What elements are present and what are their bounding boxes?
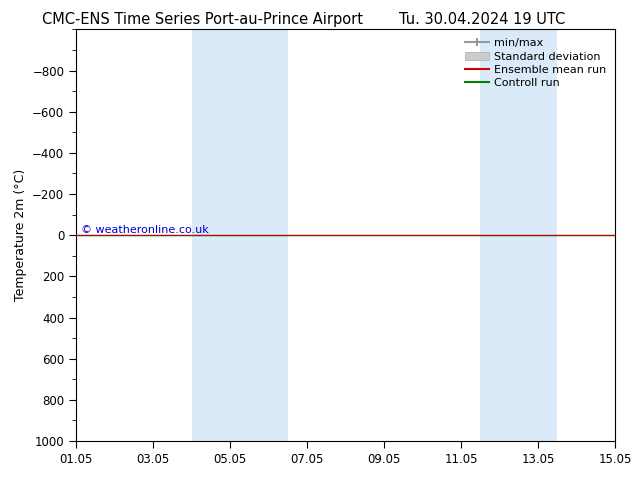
Text: © weatheronline.co.uk: © weatheronline.co.uk [81,225,209,235]
Legend: min/max, Standard deviation, Ensemble mean run, Controll run: min/max, Standard deviation, Ensemble me… [462,35,609,92]
Text: CMC-ENS Time Series Port-au-Prince Airport: CMC-ENS Time Series Port-au-Prince Airpo… [42,12,363,27]
Bar [191,29,288,441]
Y-axis label: Temperature 2m (°C): Temperature 2m (°C) [13,169,27,301]
Text: Tu. 30.04.2024 19 UTC: Tu. 30.04.2024 19 UTC [399,12,565,27]
Bar [480,29,557,441]
